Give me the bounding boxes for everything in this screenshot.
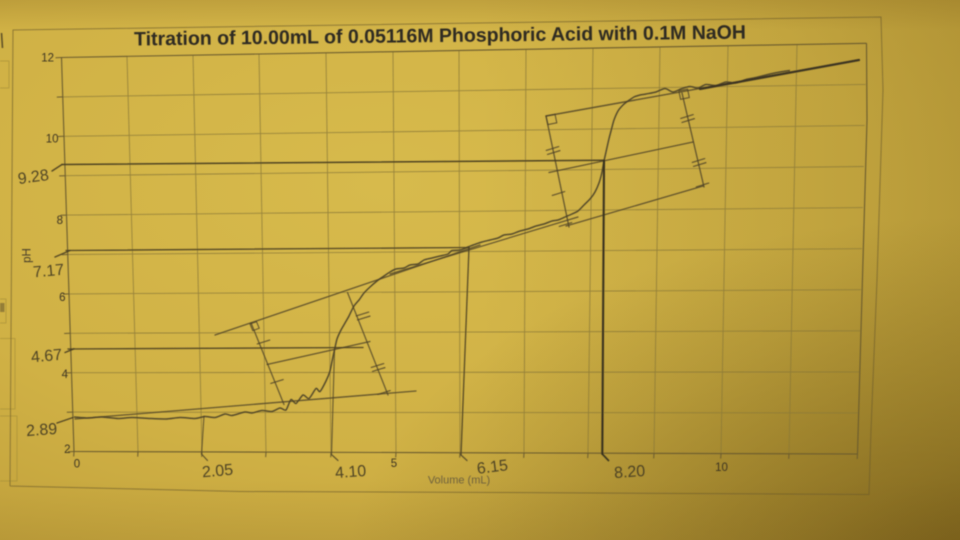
svg-text:0: 0 xyxy=(74,459,80,471)
svg-text:2: 2 xyxy=(64,444,70,456)
svg-text:4.10: 4.10 xyxy=(335,463,367,482)
svg-text:4: 4 xyxy=(62,369,69,381)
svg-text:pH: pH xyxy=(22,248,34,263)
svg-text:10: 10 xyxy=(46,134,59,146)
svg-text:6: 6 xyxy=(59,292,65,304)
svg-text:2.89: 2.89 xyxy=(26,421,58,440)
svg-text:2.05: 2.05 xyxy=(201,462,234,482)
svg-text:5: 5 xyxy=(391,458,397,470)
svg-text:Volume (mL): Volume (mL) xyxy=(428,475,490,487)
svg-text:7.17: 7.17 xyxy=(32,262,65,282)
svg-text:9.28: 9.28 xyxy=(17,167,50,188)
svg-text:8: 8 xyxy=(57,215,63,227)
svg-text:8.20: 8.20 xyxy=(614,463,646,482)
svg-text:4.67: 4.67 xyxy=(30,347,63,367)
svg-text:6.15: 6.15 xyxy=(476,457,509,478)
svg-text:10: 10 xyxy=(715,462,728,474)
svg-text:12: 12 xyxy=(41,53,54,65)
